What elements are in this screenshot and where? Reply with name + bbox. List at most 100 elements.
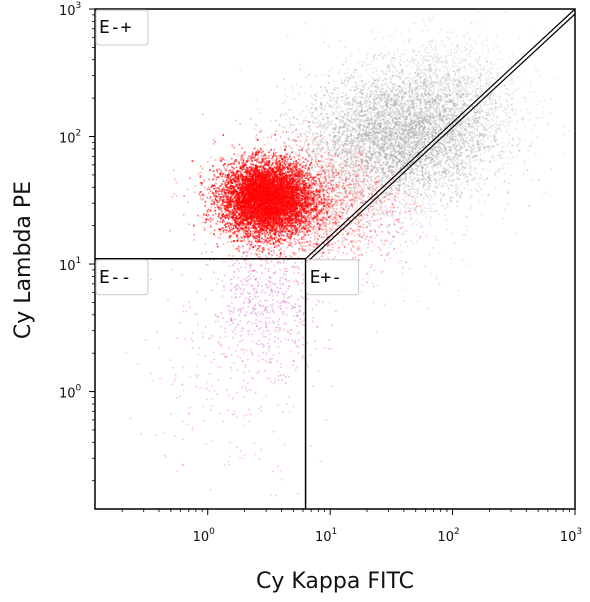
data-point xyxy=(221,175,224,178)
data-point xyxy=(207,214,210,216)
data-point xyxy=(232,224,235,227)
data-point xyxy=(220,207,223,209)
data-point xyxy=(219,233,222,235)
data-point xyxy=(320,173,323,175)
data-point xyxy=(222,204,224,207)
data-point xyxy=(270,167,272,170)
data-point xyxy=(218,212,221,215)
data-point xyxy=(231,222,234,225)
data-point xyxy=(269,239,271,241)
data-point xyxy=(226,192,228,194)
data-point xyxy=(306,172,309,174)
data-point xyxy=(285,230,287,233)
data-point xyxy=(297,170,299,172)
data-point xyxy=(270,174,273,177)
data-point xyxy=(307,230,309,233)
data-point xyxy=(209,197,212,199)
data-point xyxy=(302,172,304,174)
data-point xyxy=(297,217,300,219)
data-point xyxy=(317,203,320,206)
data-point xyxy=(250,158,253,161)
data-point xyxy=(243,235,246,238)
data-point xyxy=(287,158,289,161)
data-point xyxy=(323,217,326,219)
data-point xyxy=(307,234,310,236)
data-point xyxy=(251,204,254,206)
data-point xyxy=(284,165,287,167)
data-point xyxy=(273,153,275,155)
data-point xyxy=(255,164,258,166)
data-point xyxy=(285,146,287,148)
data-point xyxy=(245,220,247,222)
data-point xyxy=(300,183,303,185)
data-point xyxy=(243,239,245,241)
data-point xyxy=(248,166,250,169)
data-points xyxy=(125,11,570,497)
data-point xyxy=(233,153,236,155)
data-point xyxy=(218,208,221,211)
data-point xyxy=(223,190,225,192)
data-point xyxy=(291,169,294,172)
data-point xyxy=(241,180,244,183)
data-point xyxy=(267,237,270,240)
data-point xyxy=(313,214,316,217)
data-point xyxy=(302,157,304,159)
data-point xyxy=(220,169,222,172)
data-point xyxy=(234,212,236,215)
data-point xyxy=(222,231,224,233)
data-point xyxy=(316,201,318,203)
data-point xyxy=(323,176,326,178)
data-point xyxy=(220,175,223,178)
data-point xyxy=(238,178,241,181)
data-point xyxy=(241,164,244,167)
data-point xyxy=(228,215,231,217)
data-point xyxy=(256,237,258,240)
data-point xyxy=(219,199,222,201)
data-point xyxy=(292,229,294,231)
data-point xyxy=(263,238,265,240)
data-point xyxy=(260,168,263,170)
data-point xyxy=(274,244,277,247)
data-point xyxy=(207,219,210,221)
data-point xyxy=(218,196,221,198)
data-point xyxy=(232,167,234,169)
data-point xyxy=(291,151,293,154)
data-point xyxy=(290,184,292,186)
data-point xyxy=(298,227,300,229)
data-point xyxy=(238,214,240,217)
data-point xyxy=(246,235,248,237)
data-point xyxy=(264,240,266,242)
data-point xyxy=(256,254,258,256)
data-point xyxy=(286,235,288,237)
data-point xyxy=(216,171,219,173)
data-point xyxy=(212,214,215,216)
data-point xyxy=(280,191,282,193)
data-point xyxy=(230,194,232,196)
data-point xyxy=(236,248,238,250)
data-point xyxy=(244,235,247,238)
data-point xyxy=(245,224,247,226)
data-point xyxy=(216,243,218,245)
data-point xyxy=(224,188,227,191)
data-point xyxy=(299,168,302,171)
data-point xyxy=(289,222,291,225)
data-point xyxy=(221,199,223,201)
data-point xyxy=(236,172,239,174)
data-point xyxy=(240,154,243,157)
data-point xyxy=(264,164,266,167)
data-point xyxy=(263,169,265,171)
data-point xyxy=(206,196,209,199)
data-point xyxy=(282,217,285,219)
data-point xyxy=(257,219,260,221)
data-point xyxy=(239,170,242,173)
data-point xyxy=(269,240,271,243)
data-point xyxy=(251,163,253,166)
data-point xyxy=(208,178,210,181)
data-point xyxy=(203,229,206,231)
data-point xyxy=(315,180,317,182)
data-point xyxy=(272,151,275,154)
data-point xyxy=(290,242,293,245)
data-point xyxy=(299,186,301,188)
data-point xyxy=(260,155,263,157)
data-point xyxy=(229,163,231,166)
